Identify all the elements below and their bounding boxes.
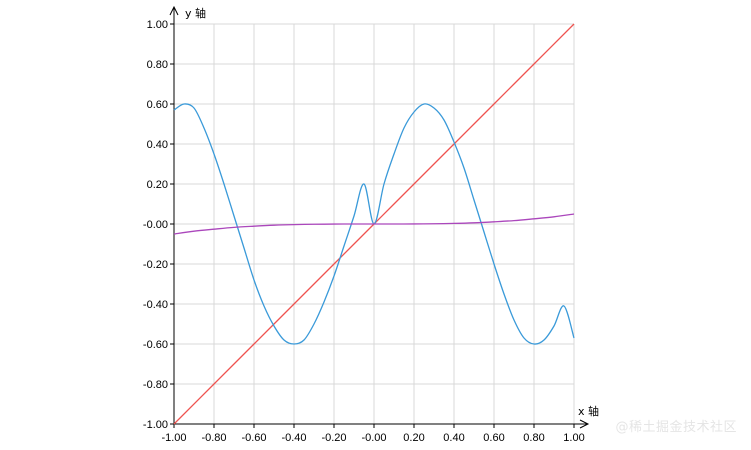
- x-tick-label: -1.00: [161, 432, 186, 444]
- y-tick-label: -1.00: [143, 419, 168, 431]
- watermark-text: @稀土掘金技术社区: [615, 420, 737, 435]
- grid-lines: [174, 23, 575, 424]
- x-axis-title: x 轴: [578, 404, 599, 418]
- x-tick-label: -0.80: [201, 432, 226, 444]
- series-lines: [173, 23, 575, 425]
- y-axis-arrow: [169, 5, 179, 16]
- y-tick-label: 0.60: [147, 99, 168, 111]
- x-tick-label: -0.60: [241, 432, 266, 444]
- x-tick-label: 0.80: [523, 432, 544, 444]
- y-tick-label: -0.40: [143, 299, 168, 311]
- y-tick-label: -0.00: [143, 219, 168, 231]
- x-tick-label: 0.20: [403, 432, 424, 444]
- x-tick-label: 1.00: [563, 432, 584, 444]
- x-tick-label: -0.20: [321, 432, 346, 444]
- tick-labels: 1.00 0.80 0.60 0.40 0.20 -0.00 -0.20 -0.40 -0.60…: [143, 19, 585, 444]
- y-tick-label: -0.80: [143, 379, 168, 391]
- y-axis-title: y 轴: [185, 6, 206, 20]
- y-tick-label: 0.40: [147, 139, 168, 151]
- y-tick-label: -0.20: [143, 259, 168, 271]
- series-line-3: [173, 213, 575, 235]
- y-tick-label: 0.80: [147, 59, 168, 71]
- x-tick-label: 0.60: [483, 432, 504, 444]
- y-tick-label: -0.60: [143, 339, 168, 351]
- x-axis-arrow: [579, 419, 590, 429]
- x-tick-label: -0.00: [361, 432, 386, 444]
- y-tick-label: 0.20: [147, 179, 168, 191]
- x-tick-label: 0.40: [443, 432, 464, 444]
- y-tick-label: 1.00: [147, 19, 168, 31]
- x-tick-label: -0.40: [281, 432, 306, 444]
- axes: [169, 5, 590, 429]
